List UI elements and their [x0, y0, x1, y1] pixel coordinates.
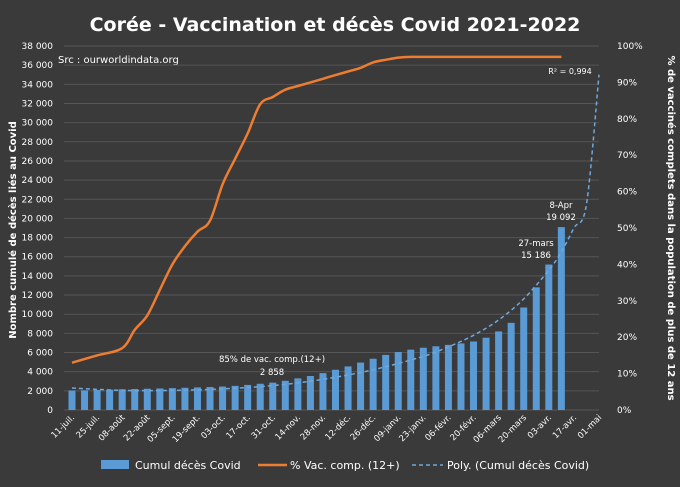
bar: [193, 387, 201, 410]
y-right-tick-label: 20%: [617, 333, 637, 343]
y-left-tick-label: 6 000: [27, 349, 53, 359]
bar: [507, 322, 515, 410]
y-right-tick-label: 50%: [617, 224, 637, 234]
y-left-tick-label: 18 000: [22, 234, 54, 244]
bar: [118, 389, 126, 410]
bar: [294, 378, 302, 410]
y-axis-left-ticks: 0 2 000 4 000 6 000 8 000 10 000 12 000 14 000 1…: [22, 42, 54, 416]
annotation-8apr-label: 8-Apr: [550, 201, 573, 211]
bar: [394, 352, 402, 410]
y-left-tick-label: 26 000: [22, 157, 54, 167]
y-left-tick-label: 38 000: [22, 42, 54, 52]
y-left-tick-label: 8 000: [27, 329, 53, 339]
bar: [231, 385, 239, 410]
legend-label-vaccination: % Vac. comp. (12+): [290, 459, 400, 472]
y-left-tick-label: 24 000: [22, 176, 54, 186]
y-right-tick-label: 80%: [617, 115, 637, 125]
bar: [419, 347, 427, 410]
trend-line: [71, 74, 600, 392]
source-note: Src : ourworldindata.org: [58, 55, 179, 66]
annotation-27mars-label: 27-mars: [518, 239, 554, 249]
y-right-tick-label: 70%: [617, 151, 637, 161]
annotation-85pct-value: 2 858: [260, 368, 284, 378]
annotations: 85% de vac. comp.(12+) 2 858 27-mars 15 …: [219, 201, 576, 378]
y-right-tick-label: 10%: [617, 370, 637, 380]
bar: [470, 341, 478, 410]
bar: [306, 375, 314, 410]
legend-label-trend: Poly. (Cumul décès Covid): [447, 459, 589, 472]
bar: [495, 331, 503, 410]
legend-swatch-bars: [101, 460, 129, 469]
bar: [206, 387, 214, 410]
bar: [332, 369, 339, 410]
y-left-tick-label: 14 000: [22, 272, 54, 282]
bar: [93, 389, 101, 410]
bar: [319, 373, 327, 410]
bar: [482, 337, 490, 410]
legend: Cumul décès Covid % Vac. comp. (12+) Pol…: [101, 459, 589, 472]
bar: [244, 384, 252, 410]
bar: [545, 264, 553, 410]
bar-series: [68, 227, 565, 410]
y-right-tick-label: 60%: [617, 188, 637, 198]
y-left-tick-label: 34 000: [22, 80, 54, 90]
y-axis-left-label: Nombre cumulé de décès liés au Covid: [7, 121, 19, 339]
y-axis-right-ticks: 0% 10% 20% 30% 40% 50% 60% 70% 80% 90% 100%: [617, 42, 643, 416]
y-left-tick-label: 32 000: [22, 99, 54, 109]
r-squared-label: R² = 0,994: [548, 67, 591, 76]
bar: [444, 344, 452, 410]
legend-label-bars: Cumul décès Covid: [135, 459, 241, 472]
y-left-tick-label: 30 000: [22, 119, 54, 129]
bar: [181, 387, 189, 410]
y-right-tick-label: 40%: [617, 260, 637, 270]
annotation-8apr-value: 19 092: [546, 213, 576, 223]
y-left-tick-label: 22 000: [22, 195, 54, 205]
chart-title: Corée - Vaccination et décès Covid 2021-…: [90, 14, 581, 36]
bar: [532, 287, 540, 410]
bar: [68, 390, 76, 410]
y-axis-right-label: % de vaccinés complets dans la populatio…: [665, 55, 677, 400]
y-right-tick-label: 0%: [617, 406, 632, 416]
annotation-27mars-value: 15 186: [521, 251, 551, 261]
y-left-tick-label: 12 000: [22, 291, 54, 301]
y-left-tick-label: 16 000: [22, 253, 54, 263]
y-left-tick-label: 36 000: [22, 61, 54, 71]
bar: [457, 343, 465, 410]
y-left-tick-label: 0: [47, 406, 53, 416]
y-left-tick-label: 10 000: [22, 310, 54, 320]
y-right-tick-label: 30%: [617, 297, 637, 307]
y-right-tick-label: 100%: [617, 42, 643, 52]
bar: [156, 388, 164, 410]
y-left-tick-label: 4 000: [27, 368, 53, 378]
bar: [281, 380, 289, 410]
bar: [256, 383, 264, 410]
gridlines: [64, 45, 599, 411]
y-left-tick-label: 2 000: [27, 387, 53, 397]
bar: [168, 388, 176, 410]
y-left-tick-label: 20 000: [22, 214, 54, 224]
bar: [131, 389, 139, 410]
bar: [369, 358, 377, 410]
bar: [219, 386, 227, 410]
bar: [520, 307, 528, 410]
bar: [81, 390, 89, 410]
bar: [382, 354, 390, 410]
bar: [344, 366, 352, 410]
vaccination-line: [71, 55, 562, 364]
bar: [407, 349, 415, 410]
bar: [357, 362, 365, 410]
y-left-tick-label: 28 000: [22, 138, 54, 148]
bar: [106, 389, 114, 410]
bar: [269, 382, 277, 410]
bar: [432, 346, 440, 410]
line-series: [71, 55, 600, 392]
y-right-tick-label: 90%: [617, 78, 637, 88]
bar: [143, 388, 151, 410]
bar: [557, 227, 565, 410]
annotation-85pct-label: 85% de vac. comp.(12+): [219, 355, 325, 365]
